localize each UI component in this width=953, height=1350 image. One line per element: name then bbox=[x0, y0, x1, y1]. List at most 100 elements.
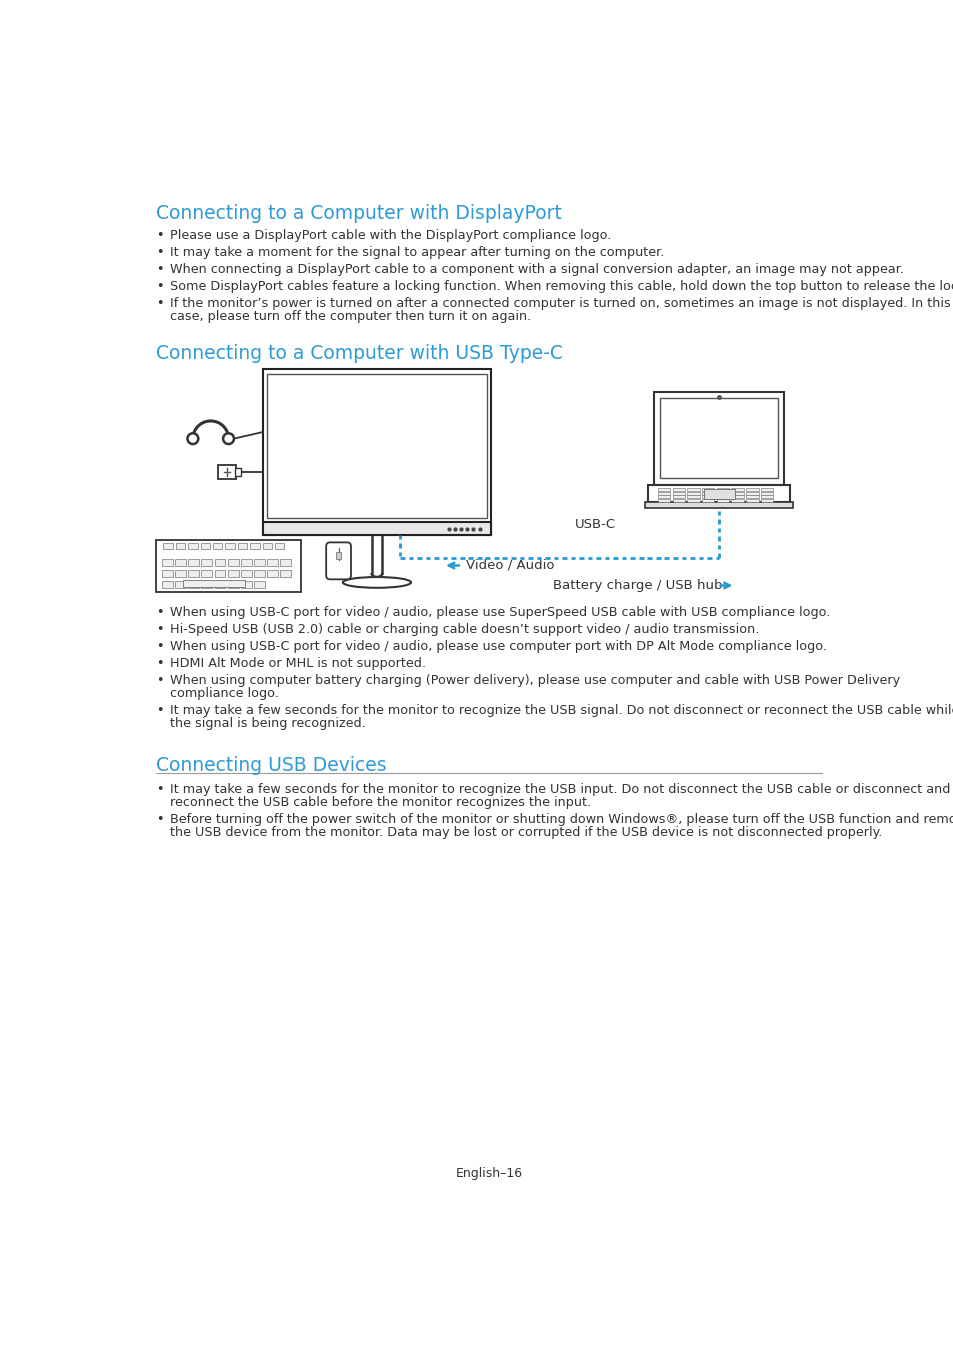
Bar bbox=[716, 487, 728, 491]
Text: reconnect the USB cable before the monitor recognizes the input.: reconnect the USB cable before the monit… bbox=[170, 795, 590, 809]
Bar bbox=[253, 580, 265, 587]
Text: •: • bbox=[155, 657, 163, 670]
Bar bbox=[686, 491, 699, 494]
Bar bbox=[237, 543, 247, 549]
Bar bbox=[201, 559, 212, 566]
Bar bbox=[262, 369, 491, 535]
Bar bbox=[701, 500, 714, 502]
Bar bbox=[647, 485, 790, 502]
Text: Hi-Speed USB (USB 2.0) cable or charging cable doesn’t support video / audio tra: Hi-Speed USB (USB 2.0) cable or charging… bbox=[170, 624, 759, 636]
Bar bbox=[672, 491, 684, 494]
Text: •: • bbox=[155, 813, 163, 826]
Bar bbox=[658, 495, 670, 498]
Bar bbox=[188, 580, 199, 587]
Text: •: • bbox=[155, 279, 163, 293]
Bar bbox=[213, 543, 222, 549]
Bar bbox=[201, 570, 212, 576]
Bar bbox=[225, 543, 234, 549]
Text: Connecting to a Computer with USB Type-C: Connecting to a Computer with USB Type-C bbox=[155, 344, 562, 363]
Bar bbox=[280, 559, 291, 566]
Bar bbox=[262, 522, 491, 535]
Text: •: • bbox=[155, 246, 163, 259]
Text: •: • bbox=[155, 783, 163, 795]
Bar bbox=[274, 543, 284, 549]
Bar bbox=[188, 570, 199, 576]
Text: Battery charge / USB hub: Battery charge / USB hub bbox=[553, 579, 722, 593]
Bar bbox=[214, 570, 225, 576]
Bar bbox=[745, 500, 758, 502]
Bar bbox=[183, 580, 245, 587]
Text: •: • bbox=[155, 606, 163, 620]
Bar bbox=[654, 393, 783, 485]
Bar bbox=[262, 543, 272, 549]
Bar bbox=[672, 487, 684, 491]
Bar bbox=[686, 495, 699, 498]
Bar bbox=[218, 464, 235, 479]
Text: Please use a DisplayPort cable with the DisplayPort compliance logo.: Please use a DisplayPort cable with the … bbox=[170, 230, 610, 242]
Bar bbox=[262, 522, 491, 535]
Text: When using USB-C port for video / audio, please use SuperSpeed USB cable with US: When using USB-C port for video / audio,… bbox=[170, 606, 829, 620]
Bar bbox=[174, 559, 186, 566]
Bar bbox=[280, 570, 291, 576]
Bar bbox=[335, 552, 340, 559]
Bar bbox=[267, 570, 278, 576]
Text: case, please turn off the computer then turn it on again.: case, please turn off the computer then … bbox=[170, 310, 530, 323]
Text: When connecting a DisplayPort cable to a component with a signal conversion adap: When connecting a DisplayPort cable to a… bbox=[170, 263, 902, 275]
Bar bbox=[716, 491, 728, 494]
Text: Connecting to a Computer with DisplayPort: Connecting to a Computer with DisplayPor… bbox=[155, 204, 561, 223]
Bar bbox=[716, 500, 728, 502]
Bar bbox=[174, 580, 186, 587]
Text: When using USB-C port for video / audio, please use computer port with DP Alt Mo: When using USB-C port for video / audio,… bbox=[170, 640, 825, 653]
Bar bbox=[658, 487, 670, 491]
Bar bbox=[760, 487, 773, 491]
Text: HDMI Alt Mode or MHL is not supported.: HDMI Alt Mode or MHL is not supported. bbox=[170, 657, 425, 670]
Bar bbox=[267, 559, 278, 566]
Text: compliance logo.: compliance logo. bbox=[170, 687, 278, 701]
Bar bbox=[267, 374, 486, 518]
Bar bbox=[672, 495, 684, 498]
Bar bbox=[731, 500, 743, 502]
Bar bbox=[760, 495, 773, 498]
Bar bbox=[701, 495, 714, 498]
Bar bbox=[701, 487, 714, 491]
Bar bbox=[163, 543, 172, 549]
Bar bbox=[228, 559, 238, 566]
Text: •: • bbox=[155, 705, 163, 717]
Bar bbox=[228, 580, 238, 587]
Text: the signal is being recognized.: the signal is being recognized. bbox=[170, 717, 365, 730]
Bar bbox=[760, 491, 773, 494]
Bar bbox=[253, 570, 265, 576]
Bar bbox=[200, 543, 210, 549]
Text: Connecting USB Devices: Connecting USB Devices bbox=[155, 756, 386, 775]
Text: •: • bbox=[155, 640, 163, 653]
Bar bbox=[658, 491, 670, 494]
Bar bbox=[241, 570, 252, 576]
Ellipse shape bbox=[342, 576, 411, 587]
Text: It may take a moment for the signal to appear after turning on the computer.: It may take a moment for the signal to a… bbox=[170, 246, 663, 259]
Bar bbox=[703, 489, 734, 500]
Bar bbox=[162, 570, 172, 576]
Bar bbox=[745, 491, 758, 494]
Text: •: • bbox=[155, 624, 163, 636]
FancyBboxPatch shape bbox=[326, 543, 351, 579]
Text: English–16: English–16 bbox=[455, 1166, 522, 1180]
Text: •: • bbox=[155, 230, 163, 242]
Bar bbox=[731, 487, 743, 491]
Bar bbox=[201, 580, 212, 587]
Text: It may take a few seconds for the monitor to recognize the USB signal. Do not di: It may take a few seconds for the monito… bbox=[170, 705, 953, 717]
Bar bbox=[745, 495, 758, 498]
Text: Before turning off the power switch of the monitor or shutting down Windows®, pl: Before turning off the power switch of t… bbox=[170, 813, 953, 826]
Bar bbox=[731, 495, 743, 498]
Bar bbox=[175, 543, 185, 549]
Bar bbox=[716, 495, 728, 498]
Bar bbox=[658, 500, 670, 502]
Bar bbox=[235, 468, 241, 475]
Bar bbox=[162, 580, 172, 587]
Bar bbox=[155, 540, 301, 593]
Circle shape bbox=[223, 433, 233, 444]
Text: It may take a few seconds for the monitor to recognize the USB input. Do not dis: It may take a few seconds for the monito… bbox=[170, 783, 949, 795]
Text: •: • bbox=[155, 297, 163, 309]
Text: Video / Audio: Video / Audio bbox=[465, 559, 554, 572]
Text: Some DisplayPort cables feature a locking function. When removing this cable, ho: Some DisplayPort cables feature a lockin… bbox=[170, 279, 953, 293]
Text: When using computer battery charging (Power delivery), please use computer and c: When using computer battery charging (Po… bbox=[170, 674, 899, 687]
